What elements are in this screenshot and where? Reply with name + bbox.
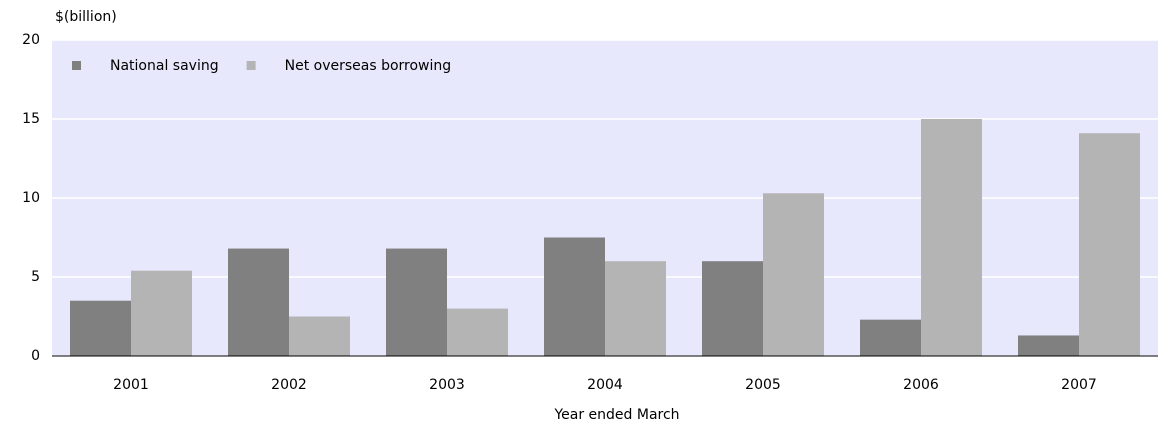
y-tick-label: 5	[31, 269, 40, 285]
legend-label: Net overseas borrowing	[285, 58, 452, 74]
legend-label: National saving	[110, 58, 219, 74]
legend-swatch	[72, 61, 81, 70]
bar	[447, 308, 508, 356]
y-axis-title: $(billion)	[55, 9, 117, 25]
bar	[70, 300, 131, 356]
y-tick-label: 15	[22, 111, 40, 127]
y-tick-label: 10	[22, 190, 40, 206]
x-tick-label: 2005	[745, 377, 781, 393]
y-tick-label: 20	[22, 32, 40, 48]
x-tick-label: 2007	[1061, 377, 1097, 393]
bar	[702, 261, 763, 356]
bar	[1079, 133, 1140, 356]
y-tick-label: 0	[31, 348, 40, 364]
bar	[1018, 335, 1079, 356]
bar	[131, 270, 192, 356]
x-tick-label: 2003	[429, 377, 465, 393]
x-tick-label: 2002	[271, 377, 307, 393]
bar	[763, 193, 824, 356]
bar	[386, 248, 447, 356]
bar	[228, 248, 289, 356]
legend-swatch	[246, 61, 256, 70]
bar	[921, 119, 982, 356]
bar	[605, 261, 666, 356]
x-tick-label: 2004	[587, 377, 623, 393]
bar	[544, 237, 605, 356]
bar	[860, 319, 921, 356]
bar	[289, 316, 350, 356]
x-axis-title: Year ended March	[553, 407, 679, 423]
x-tick-label: 2006	[903, 377, 939, 393]
x-tick-label: 2001	[113, 377, 149, 393]
